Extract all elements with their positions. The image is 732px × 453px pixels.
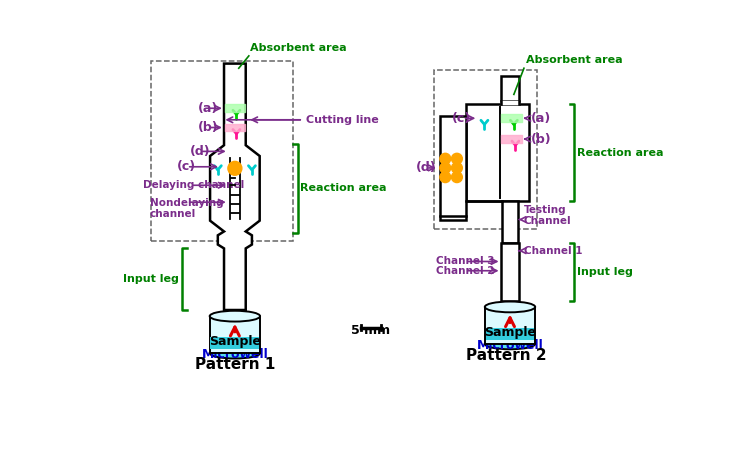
- Circle shape: [452, 172, 463, 183]
- Text: 5 mm: 5 mm: [351, 324, 390, 337]
- Text: (b): (b): [198, 121, 218, 134]
- Circle shape: [228, 161, 242, 175]
- Text: Nondelaying
channel: Nondelaying channel: [149, 198, 223, 219]
- Text: Reaction area: Reaction area: [578, 148, 664, 158]
- Text: Channel 3: Channel 3: [436, 256, 495, 266]
- Bar: [209, 318, 260, 353]
- Ellipse shape: [485, 302, 535, 312]
- Circle shape: [452, 153, 463, 164]
- Circle shape: [440, 153, 451, 164]
- Polygon shape: [210, 63, 260, 310]
- Text: Testing
Channel: Testing Channel: [524, 205, 572, 226]
- Text: Pattern 1: Pattern 1: [195, 357, 275, 372]
- Text: Pattern 2: Pattern 2: [466, 348, 546, 363]
- Bar: [501, 243, 519, 301]
- Text: (c): (c): [452, 112, 471, 125]
- Text: Cutting line: Cutting line: [306, 115, 379, 125]
- Text: (a): (a): [198, 102, 218, 115]
- Circle shape: [452, 163, 463, 173]
- Text: Microwell: Microwell: [201, 348, 268, 361]
- Bar: [502, 201, 518, 243]
- Bar: [485, 307, 535, 344]
- Text: (d): (d): [416, 161, 436, 174]
- Text: (d): (d): [190, 145, 211, 158]
- Text: Channel 2: Channel 2: [436, 266, 495, 276]
- Text: Delaying channel: Delaying channel: [143, 180, 244, 190]
- Ellipse shape: [209, 311, 260, 322]
- Text: Input leg: Input leg: [123, 274, 179, 284]
- Bar: [440, 116, 466, 220]
- Text: Input leg: Input leg: [578, 267, 633, 277]
- Text: Microwell: Microwell: [477, 338, 543, 352]
- Text: Sample: Sample: [209, 335, 261, 348]
- Circle shape: [440, 163, 451, 173]
- Bar: [152, 61, 293, 241]
- Text: (a): (a): [531, 112, 551, 125]
- Ellipse shape: [209, 348, 260, 358]
- Text: Reaction area: Reaction area: [300, 183, 386, 193]
- Circle shape: [440, 172, 451, 183]
- Bar: [211, 337, 259, 349]
- Bar: [485, 328, 534, 340]
- Text: Sample: Sample: [484, 326, 536, 339]
- Text: Channel 1: Channel 1: [524, 246, 583, 255]
- Text: Absorbent area: Absorbent area: [250, 43, 347, 53]
- Text: (c): (c): [176, 160, 196, 173]
- Bar: [434, 70, 537, 229]
- Ellipse shape: [485, 338, 535, 349]
- Bar: [466, 104, 529, 201]
- Text: (b): (b): [531, 133, 551, 145]
- Text: Absorbent area: Absorbent area: [526, 55, 622, 65]
- Bar: [501, 76, 519, 101]
